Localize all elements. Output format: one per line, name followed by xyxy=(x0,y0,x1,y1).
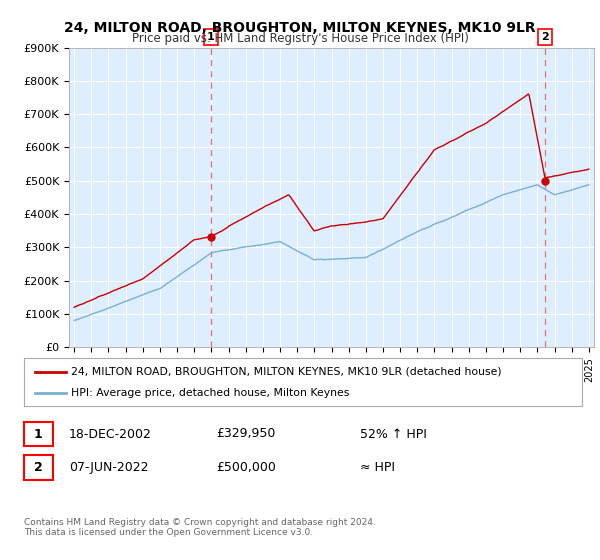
Text: 18-DEC-2002: 18-DEC-2002 xyxy=(69,427,152,441)
Text: 1: 1 xyxy=(207,32,215,42)
Text: 24, MILTON ROAD, BROUGHTON, MILTON KEYNES, MK10 9LR (detached house): 24, MILTON ROAD, BROUGHTON, MILTON KEYNE… xyxy=(71,367,502,377)
Text: 2: 2 xyxy=(541,32,549,42)
Text: 52% ↑ HPI: 52% ↑ HPI xyxy=(360,427,427,441)
Text: 24, MILTON ROAD, BROUGHTON, MILTON KEYNES, MK10 9LR: 24, MILTON ROAD, BROUGHTON, MILTON KEYNE… xyxy=(64,21,536,35)
Text: £329,950: £329,950 xyxy=(216,427,275,441)
Text: 07-JUN-2022: 07-JUN-2022 xyxy=(69,461,149,474)
Text: ≈ HPI: ≈ HPI xyxy=(360,461,395,474)
Text: 2: 2 xyxy=(34,461,43,474)
Text: £500,000: £500,000 xyxy=(216,461,276,474)
Text: HPI: Average price, detached house, Milton Keynes: HPI: Average price, detached house, Milt… xyxy=(71,388,350,398)
Text: Contains HM Land Registry data © Crown copyright and database right 2024.
This d: Contains HM Land Registry data © Crown c… xyxy=(24,518,376,538)
Text: Price paid vs. HM Land Registry's House Price Index (HPI): Price paid vs. HM Land Registry's House … xyxy=(131,32,469,45)
Text: 1: 1 xyxy=(34,427,43,441)
